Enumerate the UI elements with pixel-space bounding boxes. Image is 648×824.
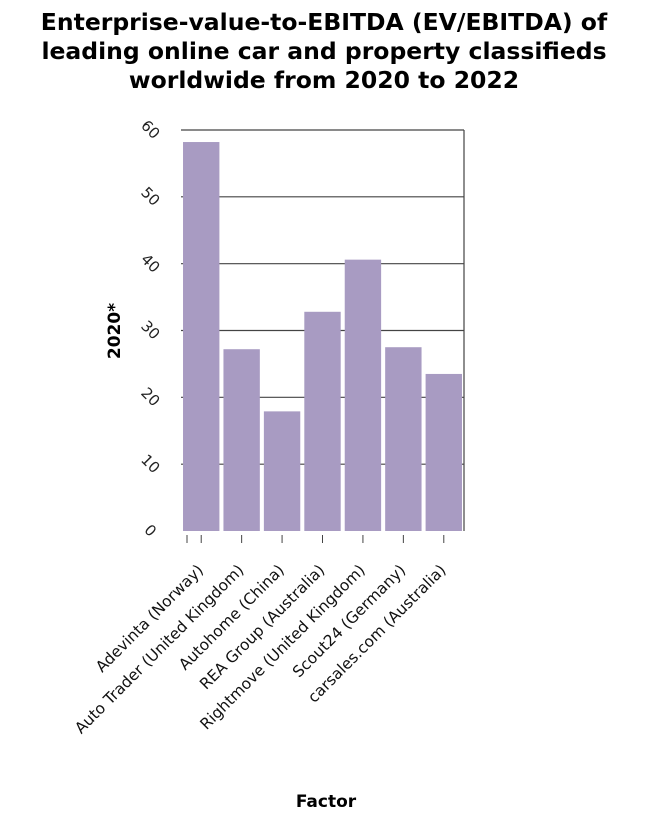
bar (263, 411, 301, 531)
y-tick-label: 50 (137, 183, 163, 209)
bar (385, 347, 422, 531)
y-tick-label: 40 (137, 250, 163, 276)
chart-title-line-2: leading online car and property classifi… (41, 37, 607, 65)
y-tick-label: 20 (137, 384, 163, 410)
chart-title: Enterprise-value-to-EBITDA (EV/EBITDA) o… (0, 8, 648, 95)
y-axis-label: 2020* (105, 303, 125, 359)
y-tick-label: 60 (137, 117, 163, 143)
bar (344, 259, 382, 531)
y-axis-ticks: 0 10 20 30 40 50 60 (137, 117, 163, 541)
y-tick-label: 10 (137, 451, 163, 477)
chart-title-line-3: worldwide from 2020 to 2022 (128, 66, 520, 94)
y-tick-label: 30 (137, 317, 163, 343)
bar (183, 142, 220, 531)
bar (304, 311, 341, 531)
bar (223, 349, 260, 531)
x-axis-ticks: Adevinta (Norway)Auto Trader (United Kin… (71, 535, 450, 737)
x-axis-label: Factor (296, 792, 357, 812)
chart-title-line-1: Enterprise-value-to-EBITDA (EV/EBITDA) o… (40, 8, 608, 36)
y-tick-label: 0 (141, 521, 160, 540)
bars (183, 142, 462, 531)
bar (425, 373, 462, 531)
